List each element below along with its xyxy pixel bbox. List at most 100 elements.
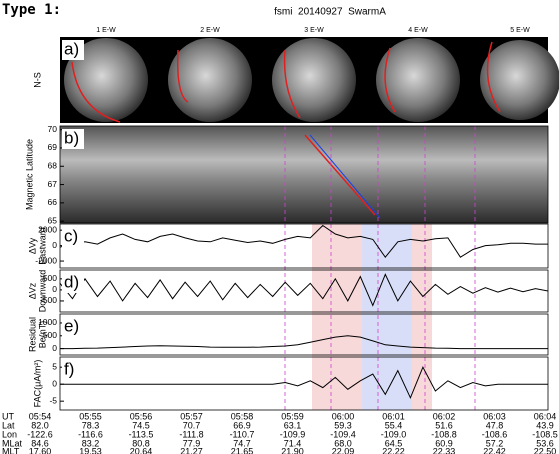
cell: 43.9 bbox=[536, 420, 554, 430]
cell: 22.33 bbox=[433, 446, 456, 454]
cell: 06:04 bbox=[534, 411, 557, 421]
cell: -113.5 bbox=[129, 429, 154, 439]
cell: -109.0 bbox=[381, 429, 407, 439]
data-line bbox=[59, 224, 548, 259]
y-tick-label: 66 bbox=[48, 197, 58, 207]
cell: 22.22 bbox=[382, 446, 405, 454]
shade bbox=[362, 224, 412, 410]
column-label: 5 E-W bbox=[510, 27, 530, 34]
heading: Type 1: bbox=[2, 2, 61, 18]
y-tick-label: 0 bbox=[52, 378, 57, 388]
cell: 06:00 bbox=[332, 411, 355, 421]
y-axis-label: ΔVy bbox=[27, 237, 37, 254]
data-line bbox=[60, 335, 548, 350]
cell: -109.4 bbox=[330, 429, 356, 439]
cell: 21.65 bbox=[231, 446, 254, 454]
panel-frame bbox=[59, 356, 549, 411]
cell: -109.9 bbox=[280, 429, 306, 439]
shade bbox=[412, 224, 432, 410]
data-line bbox=[59, 273, 549, 307]
y-tick-label: 70 bbox=[48, 124, 58, 134]
cell: 53.6 bbox=[536, 438, 554, 448]
cell: 66.9 bbox=[233, 420, 251, 430]
label-bg bbox=[62, 360, 84, 380]
panel-frame bbox=[59, 125, 549, 224]
cell: 80.8 bbox=[132, 438, 150, 448]
cell: 06:01 bbox=[382, 411, 405, 421]
cell: -108.6 bbox=[482, 429, 508, 439]
y-tick-label: 65 bbox=[48, 215, 58, 225]
panel-label: f) bbox=[64, 359, 74, 378]
cell: 57.2 bbox=[486, 438, 504, 448]
cell: 22.42 bbox=[483, 446, 506, 454]
row-label: Lon bbox=[2, 429, 17, 439]
y-tick-label: -5 bbox=[49, 395, 57, 405]
cell: 71.4 bbox=[284, 438, 302, 448]
cell: 05:55 bbox=[79, 411, 102, 421]
y-tick-label: 1000 bbox=[38, 317, 57, 327]
cell: 82.0 bbox=[31, 420, 49, 430]
y-axis-label: Downward bbox=[37, 270, 47, 313]
cell: 21.27 bbox=[180, 446, 203, 454]
allsky-images bbox=[64, 38, 559, 123]
label-bg bbox=[62, 227, 84, 247]
column-label: 3 E-W bbox=[304, 27, 324, 34]
row-label: MLat bbox=[2, 438, 23, 448]
cell: 05:56 bbox=[130, 411, 153, 421]
row-label: MLT bbox=[2, 446, 20, 454]
cell: 06:03 bbox=[483, 411, 506, 421]
cell: 22.09 bbox=[332, 446, 355, 454]
cell: -110.7 bbox=[230, 429, 255, 439]
y-axis-label: Residual bbox=[27, 317, 37, 352]
cell: -111.8 bbox=[179, 429, 203, 439]
label-bg bbox=[62, 273, 84, 293]
panel-label: e) bbox=[64, 316, 79, 335]
cell: 05:54 bbox=[29, 411, 52, 421]
keogram bbox=[60, 126, 548, 223]
y-tick-label: 500 bbox=[43, 273, 57, 283]
label-bg bbox=[62, 317, 84, 337]
y-axis-label: FAC(μA/m²) bbox=[32, 360, 42, 408]
cell: 22.50 bbox=[534, 446, 557, 454]
row-label: UT bbox=[2, 411, 14, 421]
cell: 55.4 bbox=[385, 420, 403, 430]
y-tick-label: 2000 bbox=[38, 224, 57, 234]
y-tick-label: 0 bbox=[52, 343, 57, 353]
cell: 05:59 bbox=[281, 411, 304, 421]
track bbox=[309, 134, 381, 219]
panel-frame bbox=[59, 313, 549, 356]
data-line bbox=[60, 366, 548, 400]
shade bbox=[312, 224, 362, 410]
y-axis-label: Eastward bbox=[37, 227, 47, 265]
cell: 83.2 bbox=[82, 438, 100, 448]
panel-label: a) bbox=[64, 39, 79, 58]
cell: 60.9 bbox=[435, 438, 453, 448]
y-axis-label: Be(nT) bbox=[37, 321, 47, 349]
cell: -108.8 bbox=[431, 429, 457, 439]
y-tick-label: 500 bbox=[43, 330, 57, 340]
y-tick-label: -500 bbox=[40, 295, 57, 305]
column-label: 4 E-W bbox=[408, 27, 428, 34]
cell: 74.5 bbox=[132, 420, 150, 430]
cell: 77.9 bbox=[183, 438, 201, 448]
panel-label: c) bbox=[64, 226, 78, 245]
cell: -108.5 bbox=[532, 429, 558, 439]
y-tick-label: 0 bbox=[52, 284, 57, 294]
cell: 63.1 bbox=[284, 420, 302, 430]
cell: 05:57 bbox=[180, 411, 203, 421]
y-tick-label: 69 bbox=[48, 142, 58, 152]
column-label: 1 E-W bbox=[96, 27, 116, 34]
cell: 20.64 bbox=[130, 446, 153, 454]
cell: 21.90 bbox=[281, 446, 304, 454]
cell: 51.6 bbox=[435, 420, 453, 430]
y-axis-label: ΔVz bbox=[27, 282, 37, 299]
cell: 64.5 bbox=[385, 438, 403, 448]
panel-label: b) bbox=[64, 128, 79, 147]
column-label: 2 E-W bbox=[200, 27, 220, 34]
y-tick-label: -2000 bbox=[35, 255, 57, 265]
cell: 74.7 bbox=[233, 438, 251, 448]
cell: -116.6 bbox=[78, 429, 103, 439]
cell: 70.7 bbox=[183, 420, 201, 430]
cell: -122.6 bbox=[27, 429, 53, 439]
